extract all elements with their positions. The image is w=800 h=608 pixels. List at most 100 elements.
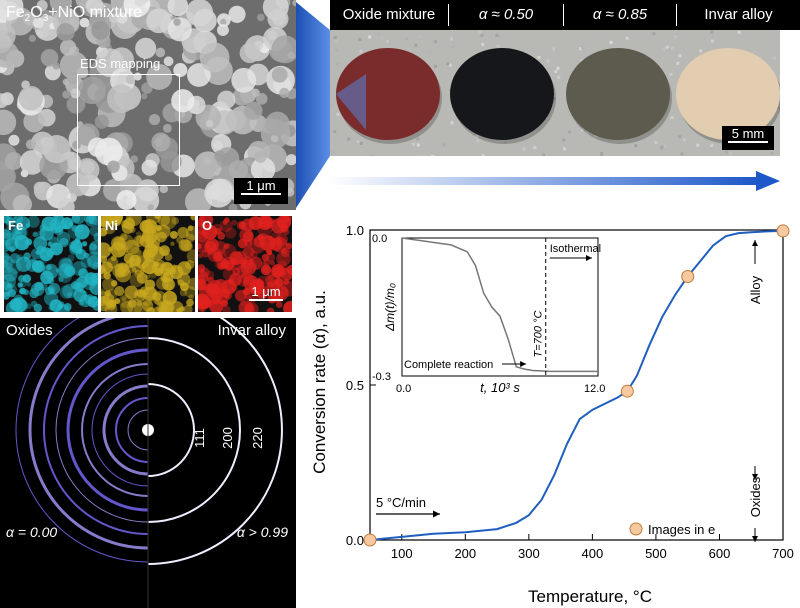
eds-signal-dot (232, 260, 242, 271)
eds-signal-dot (114, 286, 125, 297)
eds-signal-dot (47, 277, 55, 285)
sem-particle (94, 114, 109, 129)
eds-signal-dot (4, 232, 7, 237)
sem-particle (130, 155, 139, 163)
sem-particle (151, 132, 171, 152)
sem-particle (146, 63, 173, 90)
eds-signal-dot (19, 287, 27, 295)
eds-signal-dot (4, 227, 15, 242)
sem-particle (187, 63, 211, 87)
eds-signal-dot (248, 256, 263, 270)
eds-scale-bar: 1 μm (244, 284, 288, 308)
eds-signal-dot (102, 221, 116, 235)
sem-particle (12, 194, 32, 210)
eds-signal-dot (156, 276, 169, 290)
heating-rate-label: 5 °C/min (376, 495, 426, 510)
sem-particle (256, 13, 265, 22)
eds-signal-dot (186, 298, 194, 307)
diffraction-image: 111 200 220 (15, 318, 296, 608)
sem-image-panel: Fe2O3+NiO mixture EDS mapping 1 μm (0, 0, 296, 210)
eds-signal-dot (281, 248, 288, 254)
inset-frame (401, 237, 599, 377)
sem-particle (32, 17, 44, 29)
inset-y-label: Δm(t)/m₀ (383, 283, 397, 332)
sample-photo: 5 mm (330, 30, 780, 156)
eds-map-fe-label: Fe (8, 218, 24, 233)
sem-particle (270, 134, 279, 143)
eds-signal-dot (102, 293, 115, 306)
temperature-label: T=700 °C (533, 311, 545, 358)
sem-particle (42, 135, 71, 164)
sem-particle (56, 23, 75, 42)
eds-signal-dot (87, 296, 98, 308)
eds-signal-dot (101, 216, 112, 226)
sem-particle (173, 63, 188, 78)
eds-signal-dot (145, 223, 151, 229)
sem-particle (28, 34, 37, 43)
eds-signal-dot (225, 227, 237, 239)
eds-signal-dot (269, 260, 276, 266)
eds-signal-dot (73, 288, 87, 303)
eds-signal-dot (263, 259, 271, 267)
eds-signal-dot (275, 233, 289, 246)
eds-signal-dot (185, 225, 195, 241)
eds-signal-dot (32, 231, 38, 238)
eds-signal-dot (205, 270, 215, 280)
photo-header: Oxide mixture α ≈ 0.50 α ≈ 0.85 Invar al… (330, 0, 800, 30)
eds-signal-dot (70, 240, 83, 254)
sem-particle (0, 93, 9, 109)
diffraction-right-alpha: α > 0.99 (236, 524, 288, 540)
sem-particle (141, 93, 148, 100)
eds-signal-dot (101, 227, 108, 237)
ring-index-label: 111 (192, 428, 207, 448)
sem-particle (0, 0, 24, 21)
sem-particle (271, 35, 296, 64)
eds-signal-dot (185, 233, 195, 243)
eds-signal-dot (59, 285, 73, 299)
sem-particle (91, 21, 110, 40)
eds-signal-dot (136, 300, 143, 307)
eds-signal-dot (257, 233, 264, 241)
sem-particle (19, 150, 45, 175)
eds-signal-dot (81, 241, 88, 247)
eds-signal-dot (25, 303, 32, 310)
sem-particle (160, 151, 182, 173)
sem-particle (239, 42, 260, 64)
eds-signal-dot (283, 279, 290, 286)
eds-signal-dot (121, 221, 134, 234)
sem-particle (285, 154, 296, 166)
eds-signal-dot (35, 250, 41, 255)
diffraction-right-label: Invar alloy (217, 322, 286, 339)
eds-map-ni: Ni (101, 216, 195, 312)
sem-particle (132, 186, 160, 210)
sem-particle (173, 18, 181, 26)
eds-signal-dot (280, 280, 292, 297)
eds-signal-dot (50, 242, 63, 256)
photo-scale-label: 5 mm (731, 126, 765, 141)
eds-signal-dot (186, 249, 195, 264)
eds-signal-dot (282, 216, 292, 223)
eds-signal-dot (268, 274, 274, 281)
eds-signal-dot (199, 267, 210, 278)
sem-particle (49, 0, 72, 13)
eds-signal-dot (47, 241, 53, 247)
diffraction-left-label: Oxides (6, 322, 53, 339)
sem-particle (59, 51, 88, 80)
eds-signal-dot (270, 231, 282, 243)
eds-signal-dot (214, 256, 228, 270)
sem-particle (125, 74, 136, 85)
eds-signal-dot (204, 241, 217, 254)
alloy-ring (147, 383, 195, 477)
mass-loss-line (401, 237, 598, 373)
sem-particle (185, 0, 214, 27)
sample-pellet (566, 48, 670, 140)
eds-map-fe-image (4, 216, 98, 312)
sem-particle (148, 113, 161, 126)
eds-signal-dot (39, 226, 54, 241)
eds-signal-dot (155, 224, 162, 232)
eds-signal-dot (83, 216, 92, 223)
eds-signal-dot (198, 293, 211, 310)
sem-particle (40, 49, 59, 67)
eds-signal-dot (145, 307, 156, 312)
eds-signal-dot (128, 299, 137, 308)
